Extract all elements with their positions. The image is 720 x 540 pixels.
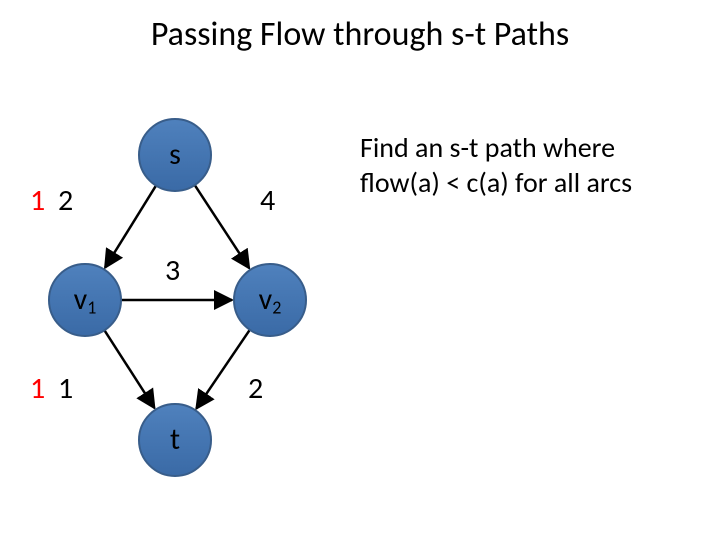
- capacity-v1-v2: 3: [165, 252, 180, 289]
- node-label-s: s: [169, 136, 181, 173]
- edge-v2-t: [196, 330, 249, 409]
- flow-v1-t: 1: [30, 370, 45, 407]
- capacity-v2-t: 2: [248, 370, 263, 407]
- capacity-v1-t: 1: [58, 370, 73, 407]
- capacity-s-v2: 4: [260, 182, 275, 219]
- flow-graph: 2143112sv1v2t: [0, 0, 720, 540]
- edge-s-v2: [195, 185, 249, 268]
- node-label-t: t: [170, 421, 180, 458]
- edge-s-v1: [105, 186, 156, 268]
- flow-s-v1: 1: [30, 182, 45, 219]
- edge-v1-t: [104, 330, 154, 408]
- capacity-s-v1: 2: [58, 182, 73, 219]
